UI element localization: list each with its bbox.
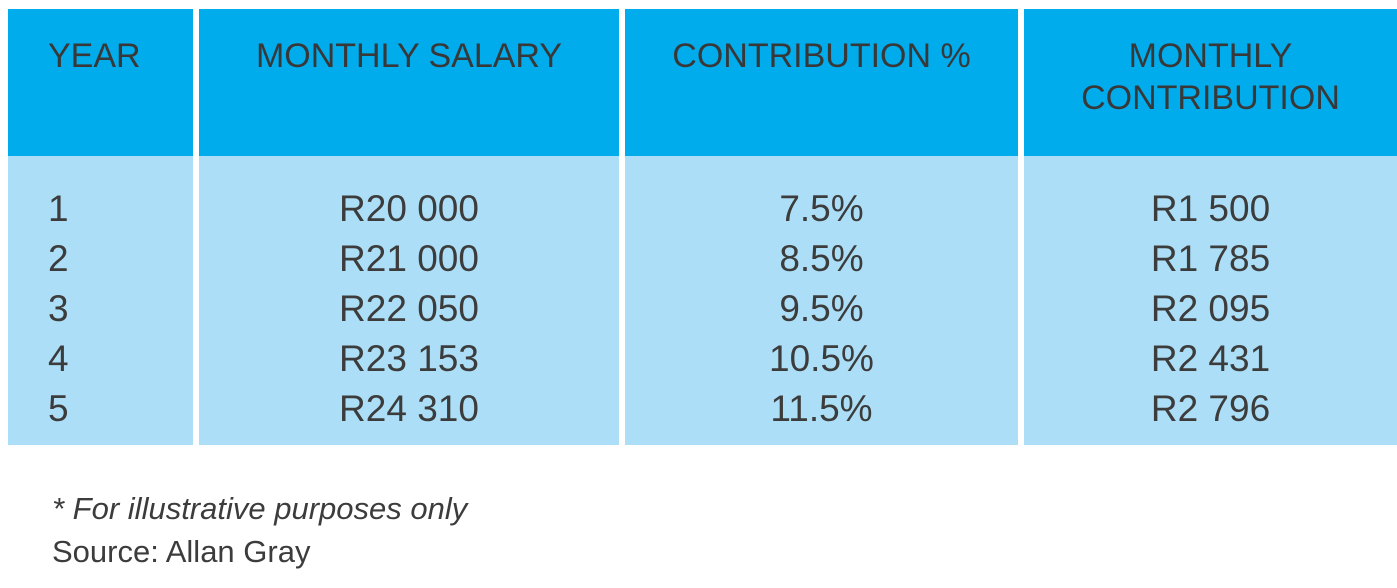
table-cell: R23 153 xyxy=(339,338,479,379)
column-monthly-salary: R20 000 R21 000 R22 050 R23 153 R24 310 xyxy=(199,156,619,445)
table-cell: R1 785 xyxy=(1150,238,1271,279)
column-header-year: YEAR xyxy=(8,9,193,156)
table-cell: 4 xyxy=(48,338,69,379)
table-cell: 3 xyxy=(48,288,69,329)
table-cell: R2 796 xyxy=(1150,388,1271,429)
table-cell: 1 xyxy=(48,188,69,229)
table-cell: 10.5% xyxy=(769,338,874,379)
column-header-monthly-salary: MONTHLY SALARY xyxy=(199,9,619,156)
column-contribution-pct: 7.5% 8.5% 9.5% 10.5% 11.5% xyxy=(625,156,1018,445)
footnote: * For illustrative purposes only xyxy=(52,491,468,526)
contribution-table: YEAR MONTHLY SALARY CONTRIBUTION % MONTH… xyxy=(8,9,1397,445)
table-cell: 2 xyxy=(48,238,69,279)
column-year: 1 2 3 4 5 xyxy=(8,156,193,445)
column-header-contribution-pct: CONTRIBUTION % xyxy=(625,9,1018,156)
table-cell: R21 000 xyxy=(339,238,479,279)
table-cell: R1 500 xyxy=(1150,188,1271,229)
table-cell: 9.5% xyxy=(779,288,864,329)
table-cell: R20 000 xyxy=(339,188,479,229)
table-cell: 8.5% xyxy=(779,238,864,279)
table-cell: 11.5% xyxy=(770,388,873,429)
table-cell: R2 431 xyxy=(1150,338,1271,379)
column-header-monthly-contribution: MONTHLY CONTRIBUTION xyxy=(1024,9,1397,156)
table-cell: R22 050 xyxy=(339,288,479,329)
table-cell: R24 310 xyxy=(339,388,479,429)
table-cell: 7.5% xyxy=(779,188,864,229)
table-cell: R2 095 xyxy=(1150,288,1271,329)
source-attribution: Source: Allan Gray xyxy=(52,534,311,569)
table-cell: 5 xyxy=(48,388,69,429)
column-monthly-contribution: R1 500 R1 785 R2 095 R2 431 R2 796 xyxy=(1024,156,1397,445)
table-notes: * For illustrative purposes only Source:… xyxy=(52,487,467,573)
